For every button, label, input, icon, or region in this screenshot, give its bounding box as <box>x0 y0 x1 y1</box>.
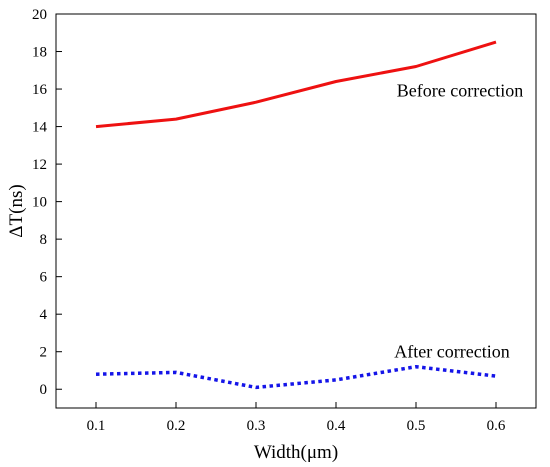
series-line-2 <box>95 364 497 390</box>
y-tick-label: 12 <box>32 157 47 173</box>
y-axis-ticks: 0 2 4 6 8 10 12 14 16 18 20 <box>32 7 62 398</box>
annotation-layer: Before correction After correction <box>394 81 523 362</box>
series-layer <box>95 40 497 390</box>
x-axis-title: Width(μm) <box>254 442 338 463</box>
y-tick-label: 8 <box>40 232 48 248</box>
y-tick-label: 2 <box>40 345 48 361</box>
series-line-1 <box>95 40 497 129</box>
y-tick-label: 18 <box>32 45 47 61</box>
x-tick-label: 0.4 <box>327 418 346 434</box>
y-tick-label: 14 <box>32 120 48 136</box>
x-tick-label: 0.6 <box>487 418 506 434</box>
y-tick-label: 0 <box>40 382 48 398</box>
y-tick-label: 6 <box>40 270 48 286</box>
y-tick-label: 20 <box>32 7 47 23</box>
annotation-label: Before correction <box>397 81 523 101</box>
y-tick-label: 4 <box>40 307 48 323</box>
x-tick-label: 0.2 <box>167 418 186 434</box>
x-tick-label: 0.3 <box>247 418 266 434</box>
plot-frame <box>55 13 537 409</box>
y-tick-label: 10 <box>32 195 47 211</box>
x-axis-ticks: 0.1 0.2 0.3 0.4 0.5 0.6 <box>87 402 506 434</box>
annotation-label: After correction <box>394 341 509 361</box>
y-tick-label: 16 <box>32 82 48 98</box>
y-axis-title: ΔT(ns) <box>6 184 27 237</box>
x-tick-label: 0.5 <box>407 418 426 434</box>
x-tick-label: 0.1 <box>87 418 106 434</box>
